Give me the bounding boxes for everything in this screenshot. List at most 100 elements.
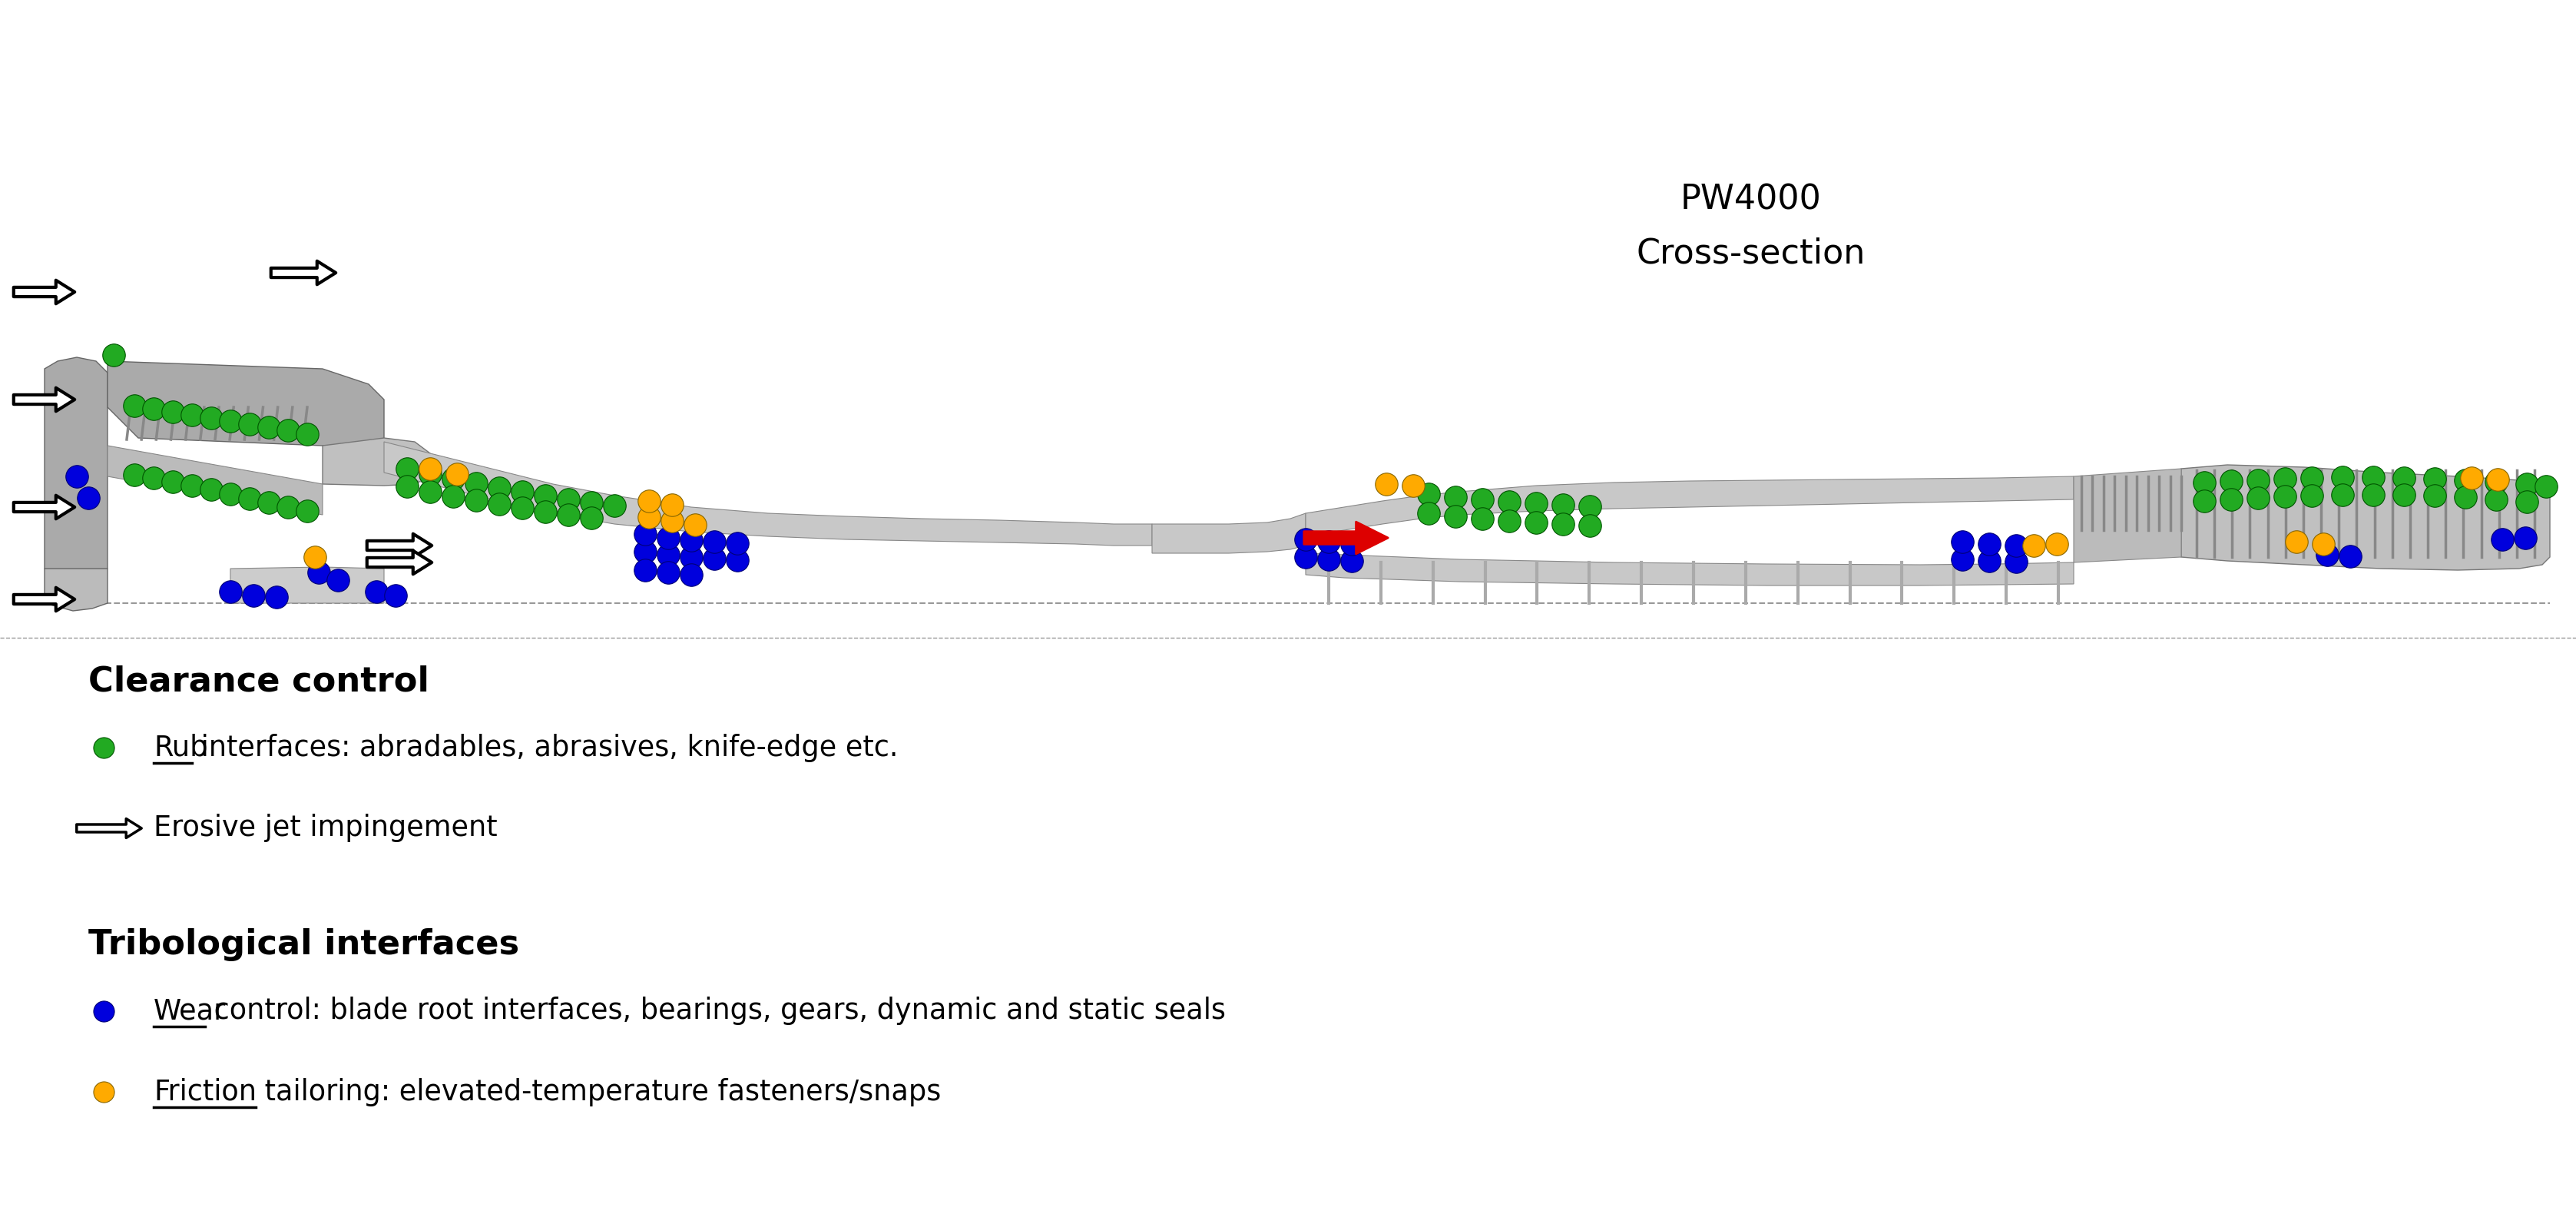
- Point: [456, 490, 497, 510]
- Point: [629, 492, 670, 511]
- Point: [670, 531, 711, 550]
- Point: [229, 414, 270, 433]
- Point: [209, 582, 250, 601]
- Point: [647, 563, 688, 583]
- Point: [526, 503, 567, 522]
- Point: [1391, 476, 1432, 495]
- Point: [2352, 467, 2393, 487]
- Point: [2476, 470, 2517, 489]
- Text: tailoring: elevated-temperature fasteners/snaps: tailoring: elevated-temperature fastener…: [255, 1078, 940, 1106]
- Point: [134, 399, 175, 419]
- Point: [191, 480, 232, 499]
- Point: [229, 489, 270, 509]
- Point: [456, 473, 497, 493]
- Point: [2383, 486, 2424, 505]
- Polygon shape: [322, 438, 430, 486]
- Point: [693, 549, 734, 568]
- Point: [2445, 487, 2486, 506]
- Text: Clearance control: Clearance control: [88, 664, 430, 698]
- Point: [693, 532, 734, 551]
- Point: [2524, 477, 2566, 497]
- Point: [2414, 469, 2455, 488]
- Point: [232, 586, 273, 606]
- Point: [1461, 489, 1502, 509]
- Point: [134, 469, 175, 488]
- Point: [113, 465, 155, 484]
- Point: [191, 408, 232, 427]
- FancyArrowPatch shape: [1303, 522, 1388, 554]
- Point: [2210, 471, 2251, 490]
- Polygon shape: [384, 442, 1151, 545]
- Point: [410, 459, 451, 478]
- Point: [2290, 486, 2331, 505]
- Point: [1285, 548, 1327, 567]
- Point: [647, 545, 688, 565]
- Point: [2182, 492, 2223, 511]
- FancyArrowPatch shape: [13, 588, 75, 611]
- Point: [433, 469, 474, 488]
- Point: [247, 493, 289, 512]
- FancyArrowPatch shape: [13, 495, 75, 518]
- Point: [1994, 552, 2035, 572]
- Point: [2303, 534, 2344, 554]
- Point: [2414, 486, 2455, 505]
- Point: [435, 465, 477, 484]
- Point: [2321, 486, 2362, 505]
- Point: [82, 738, 124, 758]
- Point: [152, 472, 193, 492]
- Point: [1285, 529, 1327, 549]
- FancyArrowPatch shape: [77, 818, 142, 838]
- Point: [1309, 550, 1350, 569]
- Point: [294, 548, 335, 567]
- Point: [2275, 532, 2316, 551]
- Point: [549, 505, 590, 524]
- Polygon shape: [1306, 554, 2074, 585]
- Point: [386, 477, 428, 497]
- Point: [526, 486, 567, 505]
- Point: [286, 425, 327, 444]
- Point: [82, 1002, 124, 1021]
- Polygon shape: [44, 568, 108, 611]
- Point: [652, 495, 693, 515]
- Point: [1309, 532, 1350, 551]
- Point: [1942, 532, 1984, 551]
- Point: [2182, 472, 2223, 492]
- Point: [268, 498, 309, 517]
- Point: [1968, 551, 2009, 571]
- FancyArrowPatch shape: [13, 387, 75, 412]
- Point: [173, 405, 214, 425]
- Point: [549, 489, 590, 509]
- Point: [2476, 472, 2517, 492]
- Point: [1435, 487, 1476, 506]
- Point: [2035, 534, 2076, 554]
- Point: [2504, 528, 2545, 548]
- Point: [57, 466, 98, 486]
- Point: [2481, 529, 2522, 549]
- Point: [1569, 516, 1610, 535]
- Point: [1406, 484, 1448, 504]
- Text: Erosive jet impingement: Erosive jet impingement: [155, 815, 497, 843]
- Point: [433, 487, 474, 506]
- Point: [209, 484, 250, 504]
- Point: [572, 493, 613, 512]
- Point: [1515, 494, 1556, 514]
- Text: Friction: Friction: [155, 1078, 258, 1106]
- Point: [410, 465, 451, 484]
- Point: [1365, 475, 1406, 494]
- Point: [652, 511, 693, 531]
- Point: [2264, 469, 2306, 488]
- Point: [716, 533, 757, 552]
- Text: Wear: Wear: [155, 997, 227, 1026]
- Point: [675, 515, 716, 534]
- Point: [2506, 492, 2548, 511]
- Text: interfaces: abradables, abrasives, knife-edge etc.: interfaces: abradables, abrasives, knife…: [191, 733, 899, 762]
- Text: Tribological interfaces: Tribological interfaces: [88, 929, 520, 961]
- Point: [1332, 551, 1373, 571]
- Point: [647, 528, 688, 548]
- Point: [2264, 487, 2306, 506]
- Point: [1994, 535, 2035, 555]
- Point: [2306, 545, 2347, 565]
- Point: [67, 488, 108, 507]
- Point: [2329, 546, 2370, 566]
- Point: [1968, 534, 2009, 554]
